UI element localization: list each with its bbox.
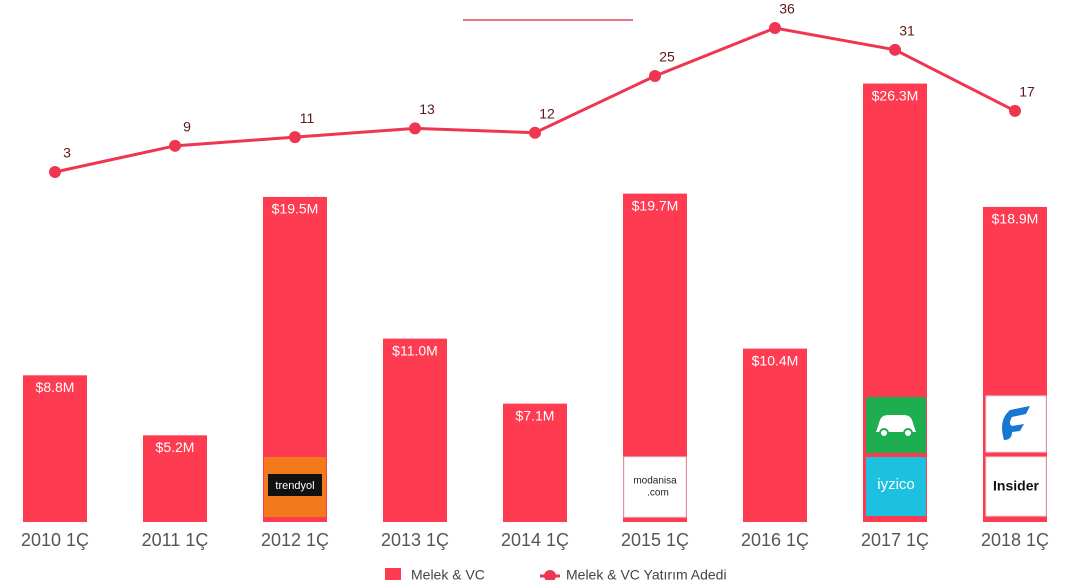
- x-tick-label: 2014 1Ç: [501, 530, 569, 550]
- line-value-label: 36: [779, 1, 795, 17]
- x-tick-label: 2018 1Ç: [981, 530, 1049, 550]
- line-point: [49, 166, 61, 178]
- logo-text: .com: [647, 488, 669, 499]
- line-value-label: 3: [63, 145, 71, 161]
- logo-iyzico: [866, 457, 926, 516]
- line-point: [649, 70, 661, 82]
- legend-label: Melek & VC Yatırım Adedi: [566, 567, 727, 580]
- car-icon: [876, 415, 916, 432]
- x-tick-label: 2012 1Ç: [261, 530, 329, 550]
- bar-value-label: $8.8M: [36, 379, 75, 395]
- logo-trendyol-inner: [268, 474, 322, 496]
- logo-insider: [985, 456, 1047, 517]
- bar-value-label: $18.9M: [992, 211, 1039, 227]
- bar: [863, 83, 927, 522]
- legend-swatch: [385, 568, 401, 580]
- x-tick-label: 2016 1Ç: [741, 530, 809, 550]
- line-value-label: 9: [183, 119, 191, 135]
- bar-value-label: $26.3M: [872, 87, 919, 103]
- x-tick-label: 2011 1Ç: [142, 530, 209, 550]
- bar: [23, 375, 87, 522]
- bar: [743, 348, 807, 522]
- x-tick-label: 2013 1Ç: [381, 530, 449, 550]
- bar-value-label: $19.5M: [272, 201, 319, 217]
- line-value-label: 17: [1019, 84, 1035, 100]
- bar-value-label: $7.1M: [516, 407, 555, 423]
- line-point: [529, 126, 541, 139]
- line-value-label: 31: [899, 23, 915, 39]
- line-layer: 3 9 11 13 12 25 36 31 17: [49, 1, 1035, 178]
- line-point: [409, 122, 421, 135]
- line-value-label: 13: [419, 101, 435, 117]
- line-point: [1009, 104, 1021, 117]
- line-point: [889, 43, 901, 56]
- line-value-label: 25: [659, 49, 675, 65]
- logo-f: [985, 395, 1047, 453]
- line-point: [769, 22, 781, 34]
- logo-text: iyzico: [877, 476, 915, 493]
- bar-value-label: $19.7M: [632, 197, 679, 213]
- bar-value-label: $11.0M: [392, 342, 438, 358]
- legend: Melek & VC Melek & VC Yatırım Adedi: [385, 567, 727, 580]
- logo-text: trendyol: [275, 480, 314, 492]
- line-value-label: 11: [300, 110, 315, 126]
- legend-swatch: [544, 570, 556, 580]
- line-value-label: 12: [539, 105, 555, 121]
- logo-text: Insider: [993, 478, 1039, 494]
- line-point: [289, 131, 301, 144]
- car-wheel: [879, 428, 889, 438]
- f-icon: [1002, 406, 1030, 440]
- bar-value-label: $10.4M: [752, 352, 799, 368]
- bar: [383, 338, 447, 522]
- logo-text: modanisa: [633, 476, 677, 487]
- logos: trendyol modanisa .com iyzico Insider: [264, 395, 1047, 518]
- car-wheel: [903, 428, 913, 438]
- x-tick-label: 2010 1Ç: [21, 530, 89, 550]
- legend-label: Melek & VC: [411, 567, 485, 580]
- bar: [503, 403, 567, 522]
- bar-value-label: $5.2M: [156, 439, 195, 455]
- x-tick-label: 2015 1Ç: [621, 530, 689, 550]
- line-point: [169, 139, 181, 152]
- logo-modanisa: [623, 456, 687, 518]
- bar: [143, 435, 207, 522]
- x-tick-label: 2017 1Ç: [861, 530, 929, 550]
